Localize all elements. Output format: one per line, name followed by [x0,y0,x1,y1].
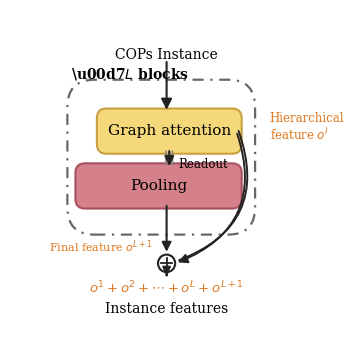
FancyBboxPatch shape [97,109,242,154]
Text: Graph attention: Graph attention [108,124,231,138]
Text: Readout: Readout [178,158,228,171]
Text: \u00d7$\mathit{L}$ blocks: \u00d7$\mathit{L}$ blocks [71,66,189,82]
Text: Final feature $o^{L+1}$: Final feature $o^{L+1}$ [48,239,153,255]
Text: Pooling: Pooling [130,179,187,193]
Text: COPs Instance: COPs Instance [115,48,218,62]
Text: $o^1+o^2+\cdots+o^L+o^{L+1}$: $o^1+o^2+\cdots+o^L+o^{L+1}$ [89,280,244,296]
Text: Hierarchical
feature $o^l$: Hierarchical feature $o^l$ [270,112,344,143]
FancyBboxPatch shape [75,163,242,209]
Text: Instance features: Instance features [105,302,228,316]
